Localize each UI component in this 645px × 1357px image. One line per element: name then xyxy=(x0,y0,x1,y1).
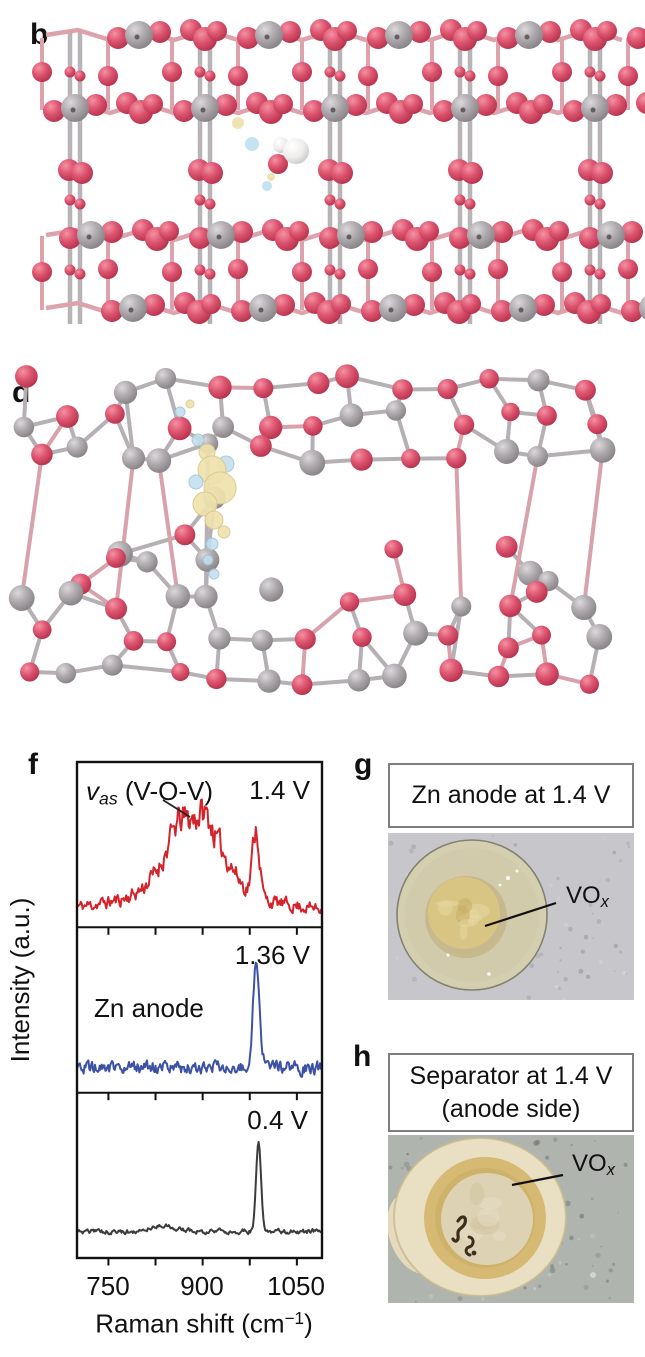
nu-symbol: v xyxy=(86,776,99,806)
panel-label-f: f xyxy=(28,748,38,781)
x-axis-label: Raman shift (cm−1) xyxy=(95,1308,313,1340)
panel-h-vox-annotation: VOx xyxy=(572,1150,615,1180)
panel-g-photo xyxy=(388,833,634,1000)
nu-subscript: as xyxy=(99,788,118,809)
zn-anode-photo xyxy=(388,833,634,1000)
raman-spectra-chart xyxy=(75,760,324,1266)
voltage-label-0-4V: 0.4 V xyxy=(247,1105,308,1135)
x-axis-label-close: ) xyxy=(304,1308,313,1339)
panel-b-crystal-model xyxy=(32,19,645,324)
xtick-900: 900 xyxy=(180,1271,224,1301)
xtick-750: 750 xyxy=(86,1271,130,1301)
panel-g-title: Zn anode at 1.4 V xyxy=(411,781,611,810)
voltage-label-1-4V: 1.4 V xyxy=(249,775,310,805)
panel-h-title-line1: Separator at 1.4 V xyxy=(409,1062,613,1090)
panel-h-title-box: Separator at 1.4 V (anode side) xyxy=(388,1053,634,1132)
panel-g-title-box: Zn anode at 1.4 V xyxy=(388,763,634,828)
raman-peak-annotation: vas (V-O-V) xyxy=(86,777,213,809)
vox-text: VO xyxy=(572,1150,607,1177)
vox-sub: x xyxy=(606,1161,615,1180)
panel-h-title-line2: (anode side) xyxy=(441,1094,581,1123)
panel-label-h: h xyxy=(353,1040,372,1073)
vox-text: VO xyxy=(566,882,601,909)
x-axis-label-text: Raman shift (cm xyxy=(95,1308,285,1339)
panel-d-amorphous-model xyxy=(8,364,616,696)
panel-label-g: g xyxy=(354,748,373,781)
y-axis-label: Intensity (a.u.) xyxy=(5,897,35,1063)
panel-h-photo xyxy=(388,1135,634,1303)
panel-g-vox-annotation: VOx xyxy=(566,882,609,912)
vox-sub: x xyxy=(600,893,609,912)
xtick-1050: 1050 xyxy=(267,1271,325,1301)
nu-rest: (V-O-V) xyxy=(117,776,214,806)
voltage-label-1-36V: 1.36 V xyxy=(234,940,310,970)
zn-anode-label: Zn anode xyxy=(94,993,204,1023)
separator-photo xyxy=(388,1135,634,1303)
x-axis-label-sup: −1 xyxy=(284,1308,305,1328)
